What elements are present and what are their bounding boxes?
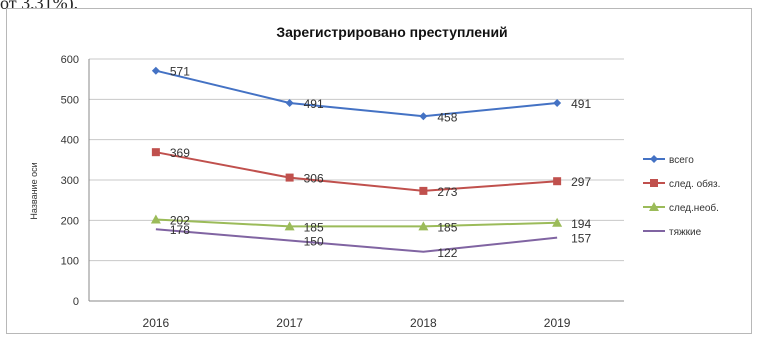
data-label-2-2: 185 — [437, 220, 457, 234]
point-2-0 — [150, 214, 161, 224]
data-label-0-3: 491 — [571, 97, 591, 111]
legend-entry-1: след. обяз. — [669, 178, 720, 190]
series-line-1 — [155, 151, 558, 192]
chart-title: Зарегистрировано преступлений — [276, 24, 507, 40]
data-label-3-2: 122 — [437, 246, 457, 260]
data-label-3-1: 150 — [304, 235, 324, 249]
chart-frame: Зарегистрировано преступлений 0 100 200 300… — [6, 8, 752, 334]
legend-entry-0: всего — [669, 155, 694, 166]
series-group — [150, 66, 563, 253]
series-line-2 — [155, 218, 558, 228]
y-tick-300: 300 — [61, 175, 79, 187]
legend-marker-0 — [650, 155, 658, 163]
grid-lines — [88, 58, 624, 302]
series-line-0 — [155, 69, 558, 118]
legend: всего след. обяз. след.необ. тяжкие — [643, 155, 720, 238]
y-tick-500: 500 — [61, 94, 79, 106]
data-label-1-2: 273 — [437, 185, 457, 199]
legend-entry-2: след.необ. — [669, 202, 719, 214]
data-label-2-3: 194 — [571, 217, 591, 231]
point-2-3 — [552, 217, 563, 227]
point-0-0 — [151, 66, 160, 75]
point-2-1 — [284, 221, 295, 231]
point-0-3 — [553, 98, 562, 107]
y-tick-0: 0 — [73, 296, 79, 308]
y-axis-ticks: 0 100 200 300 400 500 600 — [61, 54, 79, 308]
data-label-0-0: 571 — [170, 65, 190, 79]
data-label-1-0: 369 — [170, 146, 190, 160]
y-tick-200: 200 — [61, 215, 79, 227]
legend-marker-2 — [649, 202, 659, 211]
data-label-2-1: 185 — [304, 220, 324, 234]
line-chart: Зарегистрировано преступлений 0 100 200 300… — [29, 24, 720, 330]
data-label-1-1: 306 — [304, 172, 324, 186]
x-tick-2017: 2017 — [276, 316, 303, 330]
point-1-1 — [285, 173, 294, 182]
point-1-2 — [419, 186, 428, 195]
data-label-3-0: 178 — [170, 223, 190, 237]
point-1-3 — [553, 177, 562, 186]
y-tick-400: 400 — [61, 135, 79, 147]
y-tick-600: 600 — [61, 54, 79, 66]
x-axis-ticks: 2016 2017 2018 2019 — [143, 316, 571, 330]
y-tick-100: 100 — [61, 256, 79, 268]
x-tick-2019: 2019 — [544, 316, 571, 330]
data-label-0-1: 491 — [304, 97, 324, 111]
legend-entry-3: тяжкие — [669, 227, 702, 238]
point-0-1 — [285, 98, 294, 107]
data-label-1-3: 297 — [571, 175, 591, 189]
point-2-2 — [418, 221, 429, 231]
data-label-2-0: 202 — [170, 214, 190, 228]
point-0-2 — [419, 112, 428, 121]
y-axis-label: Название оси — [29, 162, 39, 219]
legend-marker-1 — [650, 179, 658, 187]
data-label-3-3: 157 — [571, 232, 591, 246]
data-label-0-2: 458 — [437, 110, 457, 124]
data-labels: 571 491 458 491 369 306 273 297 202 185 185 194 178 1… — [170, 65, 592, 260]
x-tick-2016: 2016 — [143, 316, 170, 330]
series-line-3 — [155, 228, 558, 253]
point-1-0 — [151, 148, 160, 157]
x-tick-2018: 2018 — [410, 316, 437, 330]
